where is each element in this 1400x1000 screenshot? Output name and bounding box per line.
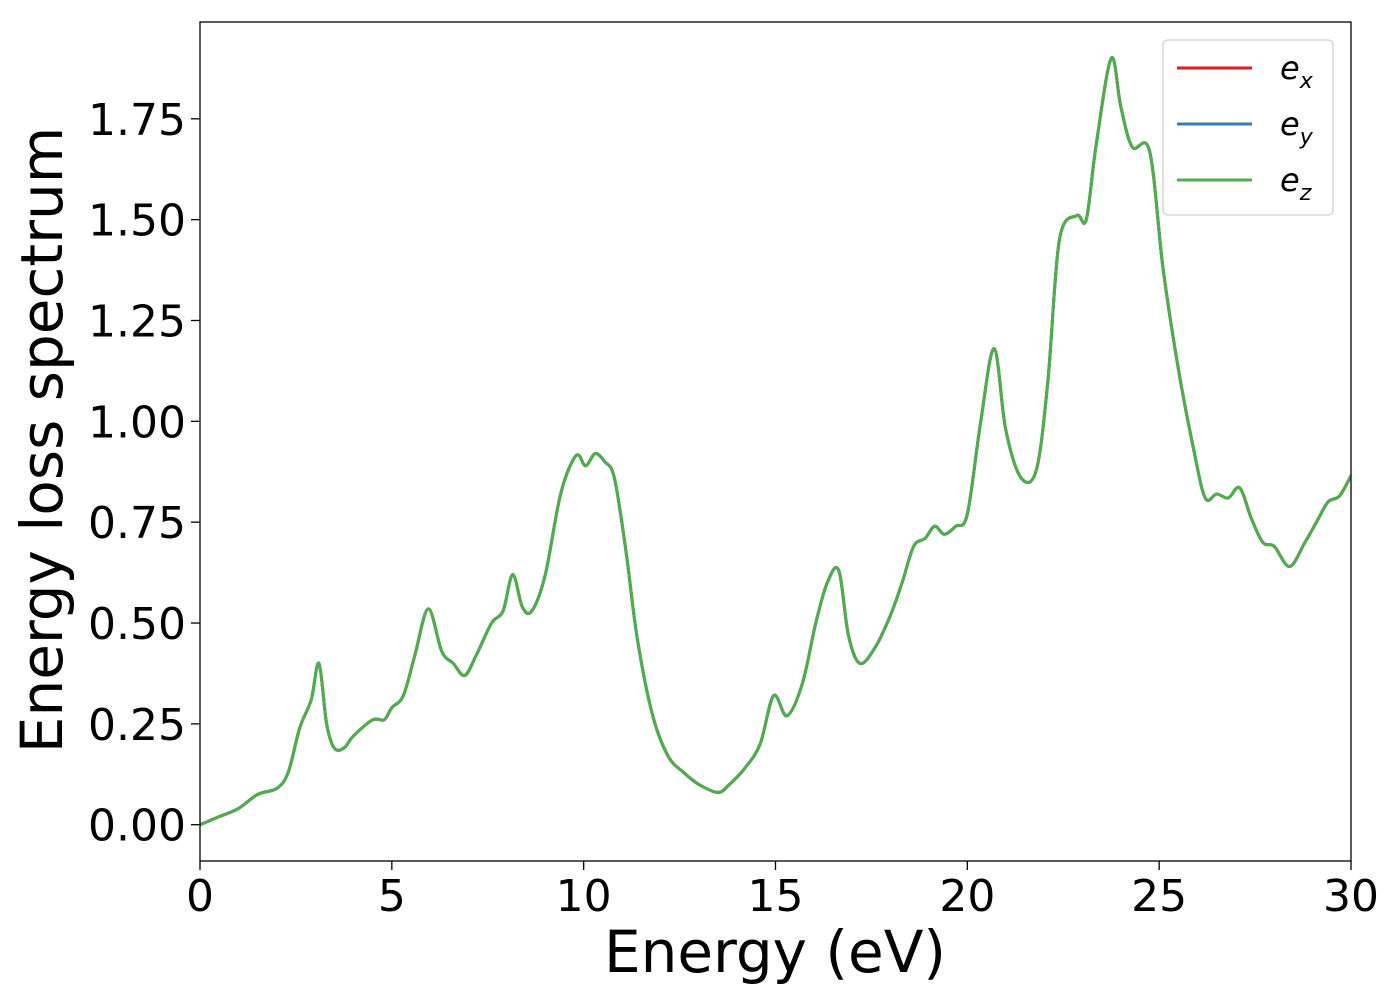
y-tick-label: 1.50 — [88, 196, 186, 247]
x-tick-label: 20 — [939, 871, 995, 922]
y-tick-label: 0.25 — [88, 700, 186, 751]
y-tick-label: 1.00 — [88, 397, 186, 448]
axis-ticks: 0 5 10 15 20 25 30 0.00 0.25 0.50 0.75 1.00 1.25 1.50… — [88, 95, 1379, 922]
y-tick-label: 0.75 — [88, 498, 186, 549]
x-axis-label: Energy (eV) — [604, 918, 946, 986]
series-line-e-z — [200, 56, 1351, 827]
x-tick-label: 10 — [556, 871, 612, 922]
x-tick-label: 5 — [378, 871, 406, 922]
x-tick-label: 15 — [748, 871, 804, 922]
series-lines — [200, 56, 1351, 827]
legend-box — [1162, 39, 1334, 216]
y-axis-label: Energy loss spectrum — [8, 127, 76, 753]
y-tick-label: 1.25 — [88, 296, 186, 347]
y-tick-label: 1.75 — [88, 95, 186, 146]
y-tick-label: 0.00 — [88, 801, 186, 852]
y-tick-label: 0.50 — [88, 599, 186, 650]
x-tick-label: 30 — [1323, 871, 1379, 922]
x-tick-label: 0 — [186, 871, 214, 922]
x-tick-label: 25 — [1131, 871, 1187, 922]
